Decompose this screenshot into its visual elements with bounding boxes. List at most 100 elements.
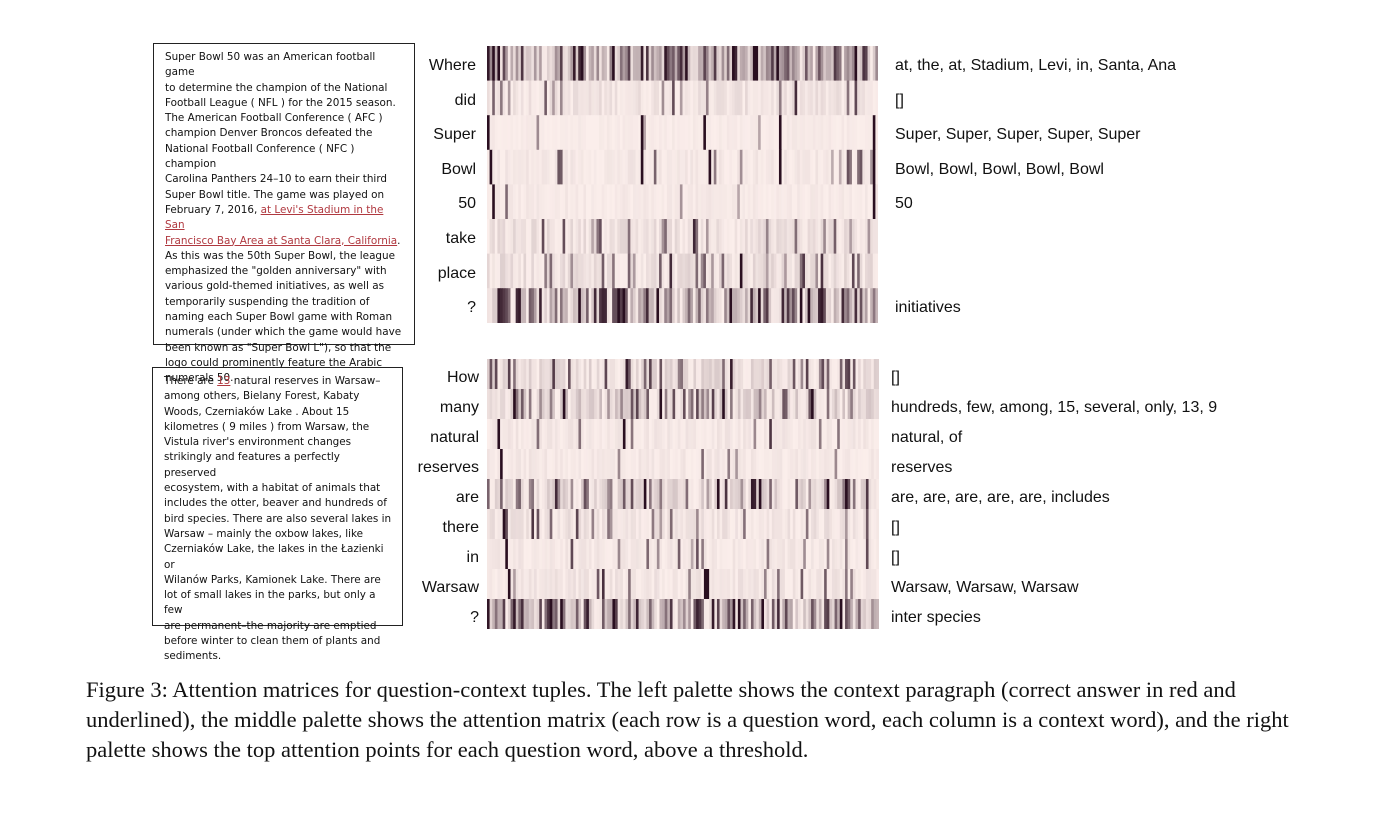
heatmap-cell: [646, 539, 650, 570]
heatmap-cell: [722, 419, 726, 450]
heatmap-cell: [721, 219, 725, 254]
heatmap-cell: [743, 419, 747, 450]
heatmap-cell: [675, 419, 679, 450]
heatmap-cell: [614, 253, 618, 289]
heatmap-cell: [489, 359, 493, 390]
heatmap-cell: [510, 115, 514, 151]
heatmap-cell: [560, 569, 564, 600]
heatmap-cell: [531, 539, 535, 570]
heatmap-cell: [565, 599, 569, 629]
heatmap-cell: [528, 46, 532, 81]
heatmap-cell: [797, 509, 801, 540]
heatmap-cell: [858, 389, 862, 420]
heatmap-cell: [849, 115, 853, 151]
heatmap-cell: [828, 115, 832, 151]
heatmap-cell: [716, 115, 720, 151]
heatmap-cell: [858, 479, 862, 510]
heatmap-cell: [784, 253, 788, 289]
heatmap-cell: [781, 288, 785, 323]
heatmap-cell: [609, 288, 613, 323]
heatmap-cell: [552, 115, 556, 151]
heatmap-cell: [531, 80, 535, 116]
heatmap-cell: [573, 509, 577, 540]
heatmap-cell: [711, 419, 715, 450]
heatmap-cell: [800, 479, 804, 510]
heatmap-cell: [677, 449, 681, 480]
heatmap-cell: [680, 449, 684, 480]
heatmap-cell: [643, 46, 647, 81]
heatmap-cell: [688, 569, 692, 600]
heatmap-cell: [729, 184, 733, 220]
heatmap-cell: [630, 219, 634, 254]
heatmap-cell: [716, 569, 720, 600]
heatmap-cell: [656, 479, 660, 510]
heatmap-cell: [831, 219, 835, 254]
heatmap-cell: [716, 253, 720, 289]
heatmap-cell: [614, 288, 618, 323]
heatmap-cell: [588, 569, 592, 600]
heatmap-cell: [575, 80, 579, 116]
heatmap-cell: [688, 359, 692, 390]
heatmap-cell: [544, 80, 548, 116]
heatmap-cell: [698, 184, 702, 220]
heatmap-cell: [494, 419, 498, 450]
heatmap-cell: [617, 184, 621, 220]
heatmap-cell: [779, 539, 783, 570]
heatmap-cell: [648, 149, 652, 185]
heatmap-cell: [799, 288, 803, 323]
heatmap-cell: [492, 80, 496, 116]
heatmap-cell: [520, 539, 524, 570]
heatmap-cell: [591, 539, 595, 570]
heatmap-cell: [705, 46, 709, 81]
heatmap-cell: [868, 359, 872, 390]
heatmap-cell: [871, 569, 875, 600]
heatmap-cell: [698, 569, 702, 600]
heatmap-cell: [633, 449, 637, 480]
heatmap-cell: [867, 288, 871, 323]
heatmap-cell: [714, 509, 718, 540]
heatmap-cell: [847, 599, 851, 629]
heatmap-cell: [593, 288, 597, 323]
heatmap-cell: [763, 80, 767, 116]
heatmap-cell: [868, 389, 872, 420]
heatmap-cell: [596, 80, 600, 116]
heatmap-cell: [559, 149, 563, 185]
heatmap-cell: [812, 219, 816, 254]
heatmap-cell: [852, 359, 856, 390]
heatmap-cell: [847, 419, 851, 450]
heatmap-cell: [680, 479, 684, 510]
heatmap-cell: [599, 419, 603, 450]
context-text: There are: [164, 375, 218, 387]
heatmap-cell: [661, 184, 665, 220]
heatmap-cell: [661, 46, 665, 81]
heatmap-cell: [534, 599, 538, 629]
heatmap-cell: [864, 80, 868, 116]
heatmap-cell: [750, 149, 754, 185]
heatmap-cell: [748, 449, 752, 480]
heatmap-cell: [698, 46, 702, 81]
heatmap-cell: [687, 149, 691, 185]
heatmap-cell: [648, 115, 652, 151]
heatmap-cell: [649, 599, 653, 629]
heatmap-cell: [846, 184, 850, 220]
heatmap-cell: [834, 509, 838, 540]
heatmap-cell: [811, 539, 815, 570]
heatmap-cell: [737, 184, 741, 220]
heatmap-cell: [748, 359, 752, 390]
heatmap-cell: [821, 599, 825, 629]
heatmap-cell: [628, 419, 632, 450]
heatmap-cell: [562, 449, 566, 480]
heatmap-cell: [713, 115, 717, 151]
heatmap-cell: [596, 359, 600, 390]
heatmap-cell: [714, 389, 718, 420]
heatmap-cell: [742, 288, 746, 323]
heatmap-cell: [855, 569, 859, 600]
heatmap-cell: [515, 149, 519, 185]
heatmap-cell: [640, 288, 644, 323]
heatmap-cell: [734, 253, 738, 289]
heatmap-cell: [653, 219, 657, 254]
heatmap-cell: [520, 599, 524, 629]
top-attention-words: Bowl, Bowl, Bowl, Bowl, Bowl: [895, 160, 1104, 178]
heatmap-cell: [766, 359, 770, 390]
heatmap-cell: [755, 288, 759, 323]
